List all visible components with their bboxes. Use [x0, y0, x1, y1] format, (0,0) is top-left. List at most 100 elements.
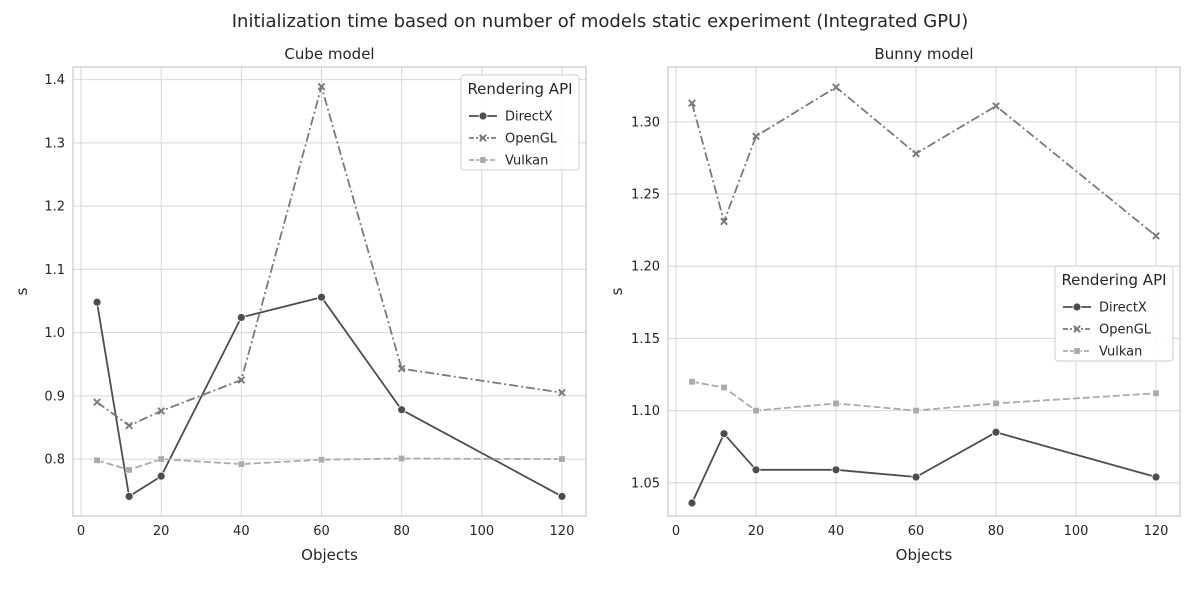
x-tick-label: 0	[77, 524, 85, 539]
series-line	[691, 431, 1157, 504]
chart-title: Cube model	[284, 45, 374, 63]
cube-model-chart: 0 20 40 60 80 100 120 0.8 0.9 1.0 1.1 1.2 1.3 1.4 Cube…	[13, 45, 587, 564]
legend: Rendering API DirectX OpenGL Vulkan	[460, 74, 580, 171]
data-point	[92, 297, 102, 307]
legend-entry: Vulkan	[505, 154, 548, 169]
x-tick-label: 60	[908, 524, 925, 539]
data-point	[397, 405, 407, 415]
series-directx	[687, 427, 1161, 508]
legend-title: Rendering API	[467, 80, 572, 98]
series-directx	[92, 292, 567, 501]
y-tick-label: 1.10	[631, 404, 660, 419]
data-point	[751, 465, 761, 475]
data-point	[831, 465, 841, 475]
plot-frame	[72, 66, 587, 517]
legend-marker	[478, 111, 488, 121]
bunny-model-chart: 0 20 40 60 80 100 120 1.05 1.10 1.15 1.20 1.25 1.30 B…	[608, 45, 1181, 564]
x-tick-label: 40	[828, 524, 845, 539]
data-point	[236, 313, 246, 322]
plot-frame	[667, 66, 1181, 517]
data-point	[317, 292, 326, 302]
series-opengl	[93, 82, 566, 430]
legend-box	[460, 74, 580, 171]
data-point	[912, 149, 920, 158]
x-tick-label: 80	[988, 524, 1005, 539]
data-point	[124, 491, 134, 501]
legend-marker	[1072, 302, 1082, 312]
figure-title: Initialization time based on number of m…	[232, 11, 969, 32]
y-tick-label: 0.9	[44, 389, 65, 404]
x-tick-label: 100	[469, 524, 494, 539]
y-tick-label: 1.2	[44, 200, 65, 215]
data-point	[125, 421, 133, 430]
legend: Rendering API DirectX OpenGL Vulkan	[1054, 265, 1174, 362]
legend-entry: DirectX	[505, 110, 553, 125]
data-point	[991, 427, 1001, 437]
series-line	[96, 296, 563, 498]
y-tick-label: 1.05	[631, 476, 660, 491]
y-tick-label: 0.8	[44, 453, 65, 468]
data-point	[237, 460, 245, 468]
data-point	[1151, 472, 1161, 482]
data-point	[157, 407, 166, 415]
legend-entry: OpenGL	[1099, 323, 1152, 338]
data-point	[752, 132, 760, 141]
x-axis-label: Objects	[896, 546, 953, 564]
data-point	[317, 82, 326, 91]
y-tick-label: 1.3	[44, 136, 65, 151]
data-point	[398, 454, 406, 462]
legend-title: Rendering API	[1061, 271, 1166, 289]
y-tick-label: 1.20	[631, 260, 660, 275]
data-point	[911, 472, 921, 482]
data-point	[1152, 232, 1160, 240]
data-point	[912, 407, 920, 415]
series-line	[691, 380, 1157, 412]
y-tick-label: 1.15	[631, 332, 660, 347]
x-tick-label: 80	[393, 524, 410, 539]
series-vulkan	[93, 454, 566, 474]
data-point	[687, 498, 697, 508]
x-tick-label: 120	[550, 524, 575, 539]
series-opengl	[688, 83, 1160, 240]
x-tick-label: 100	[1064, 524, 1089, 539]
chart-title: Bunny model	[874, 45, 973, 63]
legend-entry: DirectX	[1099, 301, 1147, 316]
data-point	[832, 83, 840, 92]
data-point	[397, 364, 406, 373]
data-point	[93, 398, 101, 407]
data-point	[237, 376, 246, 384]
data-point	[558, 388, 566, 397]
data-point	[832, 399, 840, 407]
series-line	[691, 86, 1157, 237]
data-point	[557, 491, 567, 501]
legend-marker	[1073, 325, 1081, 333]
legend-box	[1054, 265, 1174, 362]
series-vulkan	[688, 378, 1160, 415]
x-tick-label: 120	[1144, 524, 1169, 539]
data-point	[93, 456, 101, 464]
y-tick-label: 1.30	[631, 115, 660, 130]
data-point	[688, 99, 696, 107]
y-axis-label: s	[608, 287, 626, 295]
data-point	[1152, 389, 1160, 397]
x-tick-label: 60	[313, 524, 330, 539]
legend-entry: OpenGL	[505, 132, 558, 147]
x-tick-label: 40	[233, 524, 250, 539]
data-point	[720, 217, 728, 226]
y-tick-label: 1.0	[44, 326, 65, 341]
data-point	[720, 384, 728, 392]
legend-marker	[479, 134, 487, 142]
y-axis-label: s	[13, 287, 31, 295]
y-tick-label: 1.4	[44, 73, 65, 88]
data-point	[157, 455, 165, 463]
x-tick-label: 0	[672, 524, 680, 539]
legend-marker	[1073, 347, 1081, 355]
data-point	[992, 102, 1000, 110]
data-point	[558, 455, 566, 463]
data-point	[992, 399, 1000, 407]
legend-entry: Vulkan	[1099, 345, 1142, 360]
y-tick-label: 1.25	[631, 188, 660, 203]
legend-marker	[479, 156, 487, 164]
y-tick-label: 1.1	[44, 263, 65, 278]
